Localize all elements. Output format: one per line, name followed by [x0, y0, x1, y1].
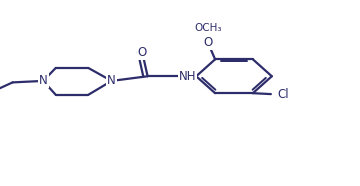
Text: N: N [39, 74, 48, 87]
Text: N: N [107, 74, 116, 87]
Text: O: O [203, 36, 212, 49]
Text: NH: NH [179, 70, 196, 83]
Text: OCH₃: OCH₃ [194, 23, 222, 33]
Text: O: O [138, 46, 147, 59]
Text: Cl: Cl [278, 88, 289, 101]
